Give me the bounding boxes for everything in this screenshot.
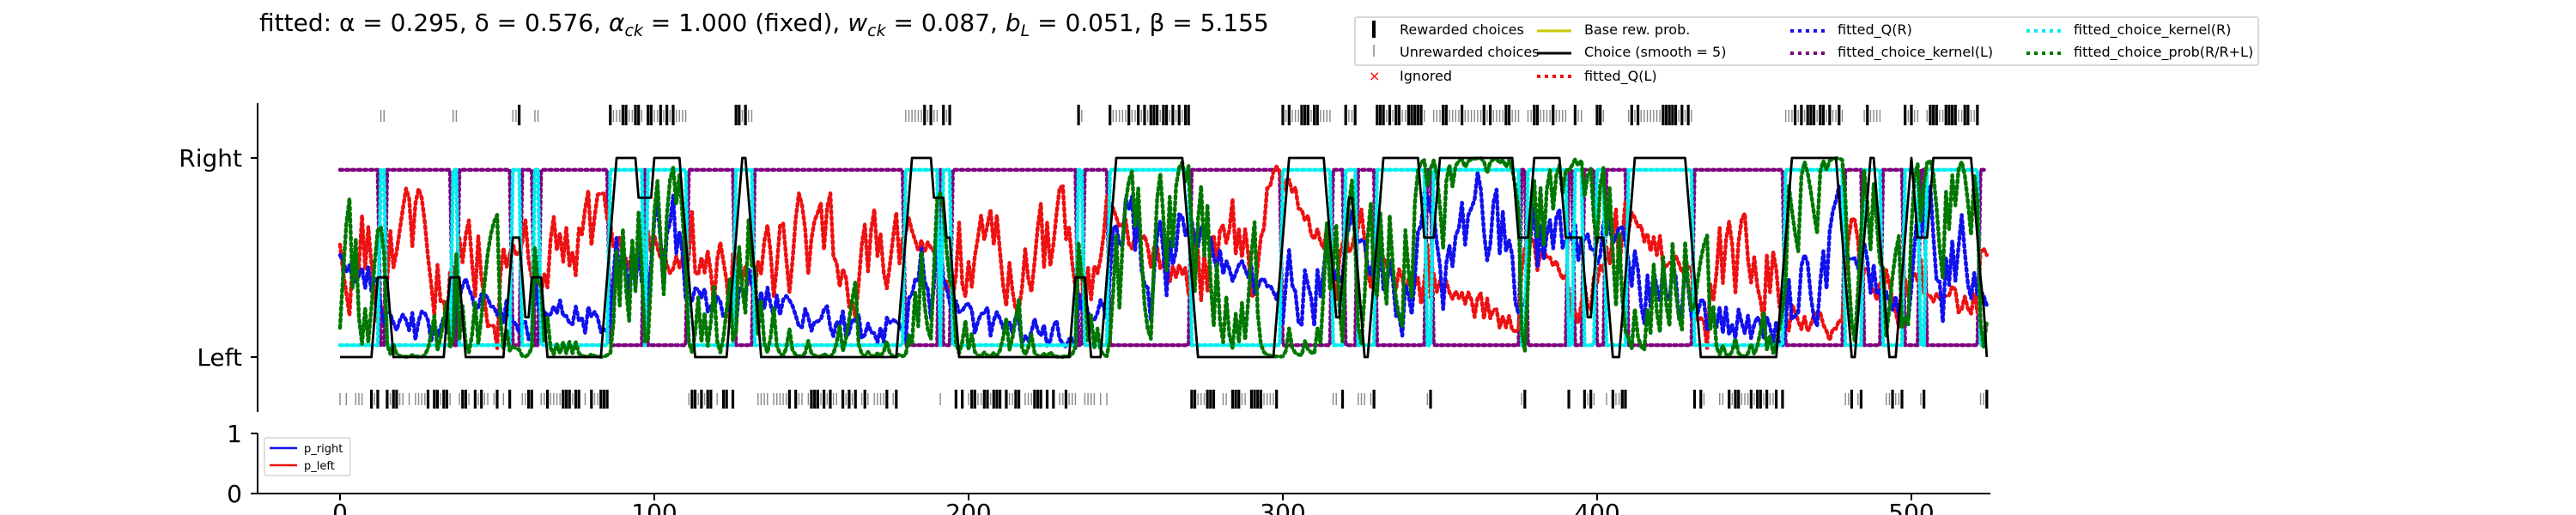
legend-kernel-l-label: fitted_choice_kernel(L) [1838, 44, 1993, 61]
ytick-label-right: Right [179, 144, 242, 173]
legend-q-l-label: fitted_Q(L) [1584, 68, 1657, 85]
xtick-label: 400 [1574, 499, 1619, 515]
chart-title: fitted: α = 0.295, δ = 0.576, αck = 1.00… [259, 9, 1269, 40]
series-fitted-choice-prob [337, 156, 1990, 360]
legend-rewarded-label: Rewarded choices [1400, 21, 1524, 38]
ytick-label-left: Left [197, 343, 242, 372]
right-choice-ticks [380, 105, 1979, 125]
legend-q-r-label: fitted_Q(R) [1838, 21, 1912, 39]
xtick-label: 0 [332, 499, 348, 515]
legend-choice-prob-label: fitted_choice_prob(R/R+L) [2074, 44, 2253, 61]
legend-ignored-label: Ignored [1400, 68, 1452, 84]
base-reward-panel: 1 0 0 100 200 300 400 500 p_right p_left [227, 420, 1990, 515]
legend-choice-label: Choice (smooth = 5) [1584, 44, 1726, 60]
legend-unrewarded-label: Unrewarded choices [1400, 44, 1540, 60]
bottom-ytick-0-label: 0 [227, 480, 242, 508]
xtick-label: 300 [1260, 499, 1305, 515]
legend-ignored-swatch: × [1369, 68, 1380, 84]
series-fitted-choice-kernel-l [337, 167, 1990, 348]
xtick-label: 200 [945, 499, 991, 515]
bottom-ytick-1-label: 1 [227, 420, 242, 448]
left-choice-ticks [339, 390, 1989, 409]
small-legend: p_right p_left [264, 437, 351, 476]
series-lines [337, 156, 1990, 360]
main-panel: Right Left [179, 103, 1990, 412]
xtick-label: 100 [631, 499, 677, 515]
x-ticks: 0 100 200 300 400 500 [332, 494, 1935, 515]
legend-base-rew-label: Base rew. prob. [1584, 21, 1690, 38]
series-choice-smooth [340, 156, 1989, 359]
legend-frame [1354, 16, 2259, 66]
legend: Rewarded choices Unrewarded choices × Ig… [1354, 16, 2259, 85]
small-legend-p-left-label: p_left [304, 460, 335, 473]
xtick-label: 500 [1888, 499, 1934, 515]
legend-kernel-r-label: fitted_choice_kernel(R) [2074, 21, 2231, 39]
small-legend-p-right-label: p_right [304, 443, 343, 456]
